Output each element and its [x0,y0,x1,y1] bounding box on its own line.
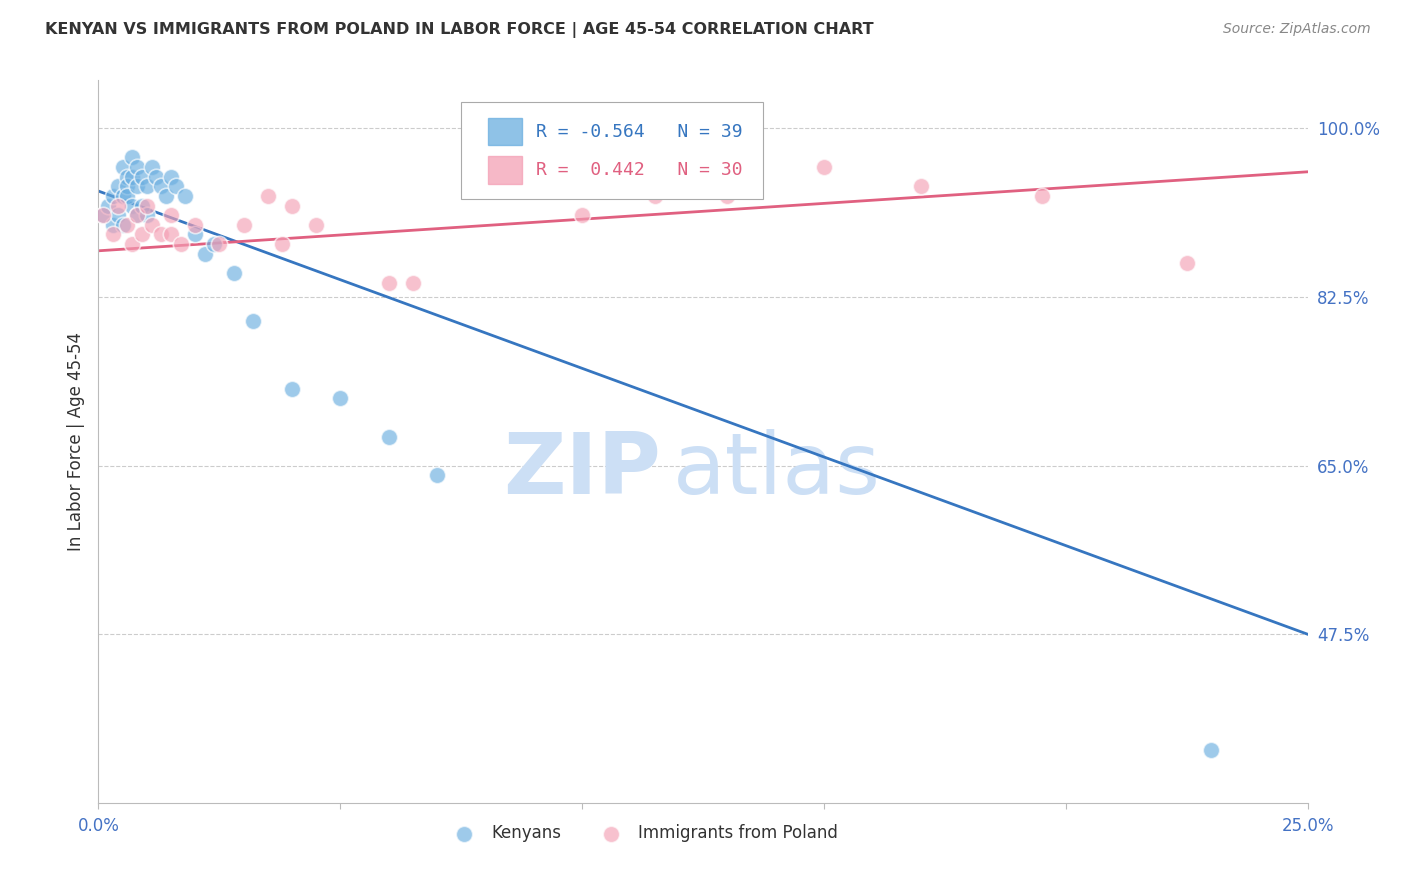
Point [155,189,177,203]
Point [1175,256,1198,270]
Point [377,276,399,290]
Point [150,179,173,194]
Point [571,208,593,222]
Point [111,160,134,174]
Point [117,179,139,194]
Point [101,189,124,203]
Point [121,237,143,252]
Point [91,208,114,222]
Y-axis label: In Labor Force | Age 45-54: In Labor Force | Age 45-54 [66,332,84,551]
Point [145,169,167,184]
Point [127,179,149,194]
Point [135,198,157,212]
Point [150,227,173,242]
Point [117,189,139,203]
Point [184,218,207,232]
Point [141,218,163,232]
Point [127,160,149,174]
Text: R =  0.442   N = 30: R = 0.442 N = 30 [536,161,742,179]
Point [426,468,449,483]
Point [377,430,399,444]
Point [281,198,304,212]
Point [127,208,149,222]
Text: KENYAN VS IMMIGRANTS FROM POLAND IN LABOR FORCE | AGE 45-54 CORRELATION CHART: KENYAN VS IMMIGRANTS FROM POLAND IN LABO… [45,22,873,38]
Point [107,198,129,212]
Point [194,246,217,260]
Point [222,266,245,280]
Point [111,218,134,232]
Point [91,208,114,222]
Point [117,169,139,184]
Text: R = -0.564   N = 39: R = -0.564 N = 39 [536,122,742,141]
Point [160,169,183,184]
Legend: Kenyans, Immigrants from Poland: Kenyans, Immigrants from Poland [441,817,844,848]
Point [111,189,134,203]
Point [232,218,254,232]
Point [131,227,153,242]
Point [174,189,197,203]
Point [644,189,666,203]
Point [208,237,231,252]
Point [121,150,143,164]
Point [127,208,149,222]
Text: Source: ZipAtlas.com: Source: ZipAtlas.com [1223,22,1371,37]
Text: atlas: atlas [672,429,880,512]
Point [141,160,163,174]
Point [160,227,183,242]
Point [135,208,157,222]
FancyBboxPatch shape [488,118,522,145]
Point [135,179,157,194]
Point [716,189,738,203]
Point [402,276,425,290]
Point [305,218,328,232]
Point [242,314,264,328]
Point [271,237,294,252]
Point [101,218,124,232]
Point [107,179,129,194]
Point [101,227,124,242]
Point [121,169,143,184]
Point [184,227,207,242]
Point [1031,189,1053,203]
Point [329,391,352,405]
Point [107,208,129,222]
Point [117,218,139,232]
Point [165,179,187,194]
Point [910,179,932,194]
Point [1199,743,1222,757]
Point [281,382,304,396]
Text: ZIP: ZIP [503,429,661,512]
Point [813,160,835,174]
Point [204,237,226,252]
FancyBboxPatch shape [461,102,763,200]
Point [256,189,278,203]
Point [121,198,143,212]
Point [160,208,183,222]
Point [97,198,120,212]
Point [523,150,546,164]
Point [169,237,191,252]
Point [131,198,153,212]
Point [131,169,153,184]
FancyBboxPatch shape [488,156,522,184]
